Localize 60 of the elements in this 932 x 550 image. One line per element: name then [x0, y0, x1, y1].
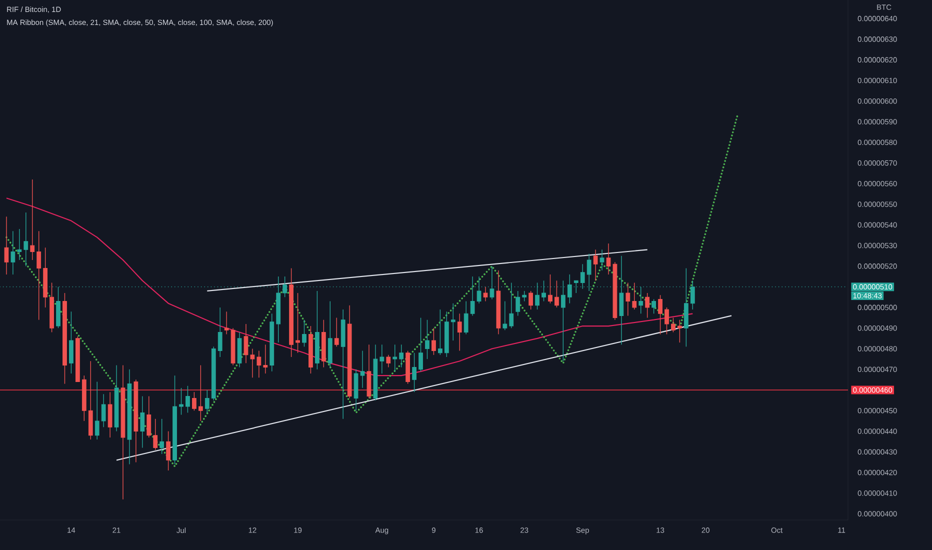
candlestick: [140, 396, 145, 448]
candlestick: [464, 300, 468, 335]
candlestick: [457, 313, 462, 352]
candlestick: [17, 228, 22, 260]
candlestick: [418, 317, 423, 372]
line-series: [6, 112, 739, 468]
candlestick: [36, 230, 42, 320]
candlestick: [218, 307, 222, 358]
candlestick: [198, 364, 203, 422]
candlestick: [483, 286, 488, 302]
candlestick: [438, 309, 442, 356]
candlestick: [4, 216, 9, 275]
candlestick: [263, 344, 268, 374]
candlestick: [671, 317, 676, 333]
candlestick: [502, 300, 508, 331]
candlestick: [204, 390, 210, 414]
candlestick: [69, 311, 74, 374]
candlestick: [392, 344, 398, 372]
candlestick: [528, 290, 534, 310]
candlestick: [334, 317, 339, 348]
candlestick: [302, 319, 306, 348]
candlestick: [516, 290, 520, 316]
candlestick: [658, 294, 662, 335]
candlestick: [450, 302, 456, 341]
candlestick: [522, 290, 527, 302]
candlestick: [153, 418, 158, 450]
candlestick: [425, 319, 430, 360]
candlestick: [256, 350, 262, 378]
candlestick: [380, 344, 384, 374]
candlestick: [412, 352, 416, 392]
candlestick: [593, 249, 598, 281]
candlestick: [554, 280, 559, 308]
candlestick: [94, 381, 100, 440]
candlestick: [192, 392, 196, 411]
candlestick: [652, 298, 656, 314]
candlestick: [638, 286, 644, 314]
candlestick: [645, 292, 650, 318]
candlestick: [664, 307, 669, 335]
candlestick: [600, 249, 604, 271]
candlestick: [179, 388, 184, 416]
candlestick: [432, 328, 436, 356]
candlestick: [24, 212, 28, 267]
candlestick: [166, 430, 170, 471]
candlestick: [386, 354, 391, 368]
candlestick: [30, 179, 35, 260]
candlestick: [678, 319, 682, 343]
candlestick: [160, 418, 164, 454]
candlestick: [296, 292, 300, 354]
line-series: [6, 198, 694, 376]
candlestick: [146, 396, 152, 438]
candlestick: [224, 311, 229, 335]
candlestick: [108, 392, 112, 438]
candlestick: [626, 282, 630, 316]
candlestick: [632, 282, 637, 310]
candlestick: [399, 344, 404, 368]
candlestick: [186, 386, 190, 414]
candlestick: [101, 394, 106, 428]
candlestick: [490, 266, 494, 300]
candlestick: [10, 230, 16, 275]
candlestick: [548, 274, 552, 304]
